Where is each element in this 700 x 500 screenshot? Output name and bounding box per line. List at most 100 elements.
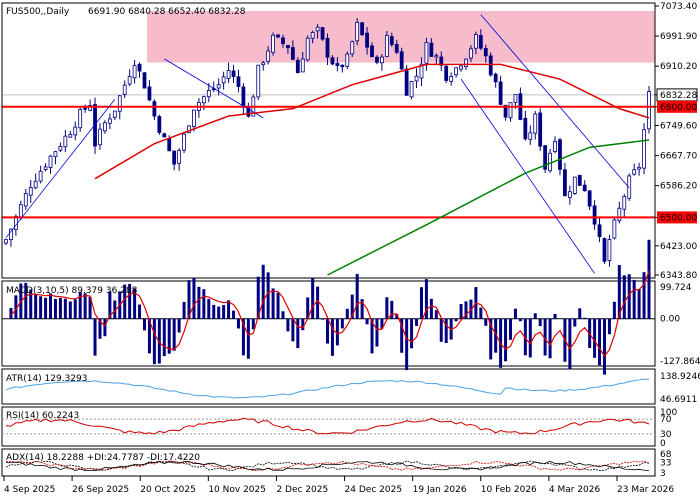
candle-body xyxy=(310,32,315,39)
y-tick-label: 6423.00 xyxy=(660,242,697,252)
candle-body xyxy=(345,53,350,67)
candle-body xyxy=(503,104,508,118)
candle-body xyxy=(612,219,617,239)
candle-body xyxy=(226,70,231,79)
adx-label: ADX(14) 18.2288 +DI:24.7787 -DI:17.4220 xyxy=(6,453,200,463)
candle-body xyxy=(498,81,503,105)
macd-histogram-bar xyxy=(513,308,517,319)
macd-histogram-bar xyxy=(227,300,231,319)
macd-histogram-bar xyxy=(632,279,636,319)
candle-body xyxy=(107,118,112,124)
atr-line xyxy=(5,378,650,399)
candle-body xyxy=(469,48,473,59)
macd-histogram-bar xyxy=(251,318,255,330)
candle-body xyxy=(320,27,325,40)
macd-histogram-bar xyxy=(380,318,384,329)
rsi-tick-label: 70 xyxy=(660,415,672,425)
candle-body xyxy=(266,50,271,62)
macd-histogram-bar xyxy=(489,318,493,360)
macd-histogram-bar xyxy=(58,298,62,319)
macd-histogram-bar xyxy=(182,301,186,319)
macd-histogram-bar xyxy=(419,287,423,319)
candle-body xyxy=(464,58,468,67)
candle-body xyxy=(399,51,404,70)
macd-histogram-bar xyxy=(128,283,132,319)
candle-body xyxy=(572,176,577,194)
macd-histogram-bar xyxy=(330,318,334,356)
trend-line-0 xyxy=(5,99,116,238)
macd-histogram-bar xyxy=(296,318,300,349)
candle-body xyxy=(58,145,63,151)
candle-body xyxy=(88,105,92,111)
macd-histogram-bar xyxy=(316,286,320,319)
macd-histogram-bar xyxy=(63,298,67,319)
candle-body xyxy=(122,84,127,95)
macd-histogram-bar xyxy=(192,277,196,319)
macd-histogram-bar xyxy=(197,286,201,319)
macd-histogram-bar xyxy=(459,304,463,319)
candle-body xyxy=(478,35,483,49)
macd-histogram-bar xyxy=(246,318,250,359)
y-tick-label: 7073.40 xyxy=(660,2,697,12)
candle-body xyxy=(533,113,538,134)
x-tick-label: 4 Mar 2026 xyxy=(549,485,601,495)
main-pane-frame xyxy=(1,2,656,279)
candle-body xyxy=(553,141,557,152)
y-tick-label: 6500.00 xyxy=(660,213,697,223)
candle-body xyxy=(246,107,251,117)
rsi-tick-label: 0 xyxy=(660,439,666,449)
macd-histogram-bar xyxy=(202,289,206,319)
candle-body xyxy=(132,65,137,79)
macd-histogram-bar xyxy=(410,318,414,349)
candle-body xyxy=(9,228,13,241)
candle-body xyxy=(434,55,439,58)
macd-tick-label: -127.864 xyxy=(660,357,700,367)
candle-body xyxy=(18,204,23,219)
candle-body xyxy=(523,118,528,140)
macd-histogram-bar xyxy=(152,318,156,365)
macd-histogram-bar xyxy=(429,298,433,319)
adx-line-adx_minus xyxy=(5,460,650,472)
macd-histogram-bar xyxy=(355,273,359,319)
candle-body xyxy=(93,104,97,147)
x-tick-label: 23 Mar 2026 xyxy=(617,485,674,495)
atr-tick-label: 138.9246 xyxy=(660,372,700,382)
macd-histogram-bar xyxy=(602,318,606,375)
candle-body xyxy=(73,126,78,136)
macd-histogram-bar xyxy=(543,318,547,356)
candle-body xyxy=(48,155,53,168)
candle-body xyxy=(567,191,572,198)
atr-label: ATR(14) 129.3293 xyxy=(6,374,88,384)
macd-label: MACD(3,10,5) 89.379 36.288 xyxy=(6,286,138,296)
macd-histogram-bar xyxy=(578,308,582,319)
candle-body xyxy=(409,81,414,98)
macd-histogram-bar xyxy=(385,297,389,319)
macd-histogram-bar xyxy=(321,318,325,320)
candle-body xyxy=(236,76,241,87)
x-tick-label: 2 Dec 2025 xyxy=(276,485,328,495)
candle-body xyxy=(483,48,488,57)
macd-histogram-bar xyxy=(484,318,488,326)
macd-histogram-bar xyxy=(14,295,18,319)
adx-tick-label: 3 xyxy=(660,469,666,479)
candle-body xyxy=(637,166,642,170)
level-price-tag xyxy=(657,100,697,113)
macd-histogram-bar xyxy=(424,279,428,319)
candle-body xyxy=(335,63,340,66)
x-tick-label: 20 Oct 2025 xyxy=(140,485,196,495)
macd-histogram-bar xyxy=(415,318,419,326)
macd-histogram-bar xyxy=(622,275,626,319)
macd-histogram-bar xyxy=(345,308,349,319)
macd-histogram-bar xyxy=(291,318,295,342)
candle-body xyxy=(429,42,434,57)
macd-histogram-bar xyxy=(167,318,171,354)
candle-body xyxy=(627,175,632,199)
macd-histogram-bar xyxy=(454,318,458,322)
candle-body xyxy=(117,95,122,112)
macd-histogram-bar xyxy=(281,311,285,319)
trend-line-3 xyxy=(480,14,630,189)
macd-histogram-bar xyxy=(177,318,181,333)
macd-histogram-bar xyxy=(286,318,290,332)
candle-body xyxy=(206,89,211,98)
